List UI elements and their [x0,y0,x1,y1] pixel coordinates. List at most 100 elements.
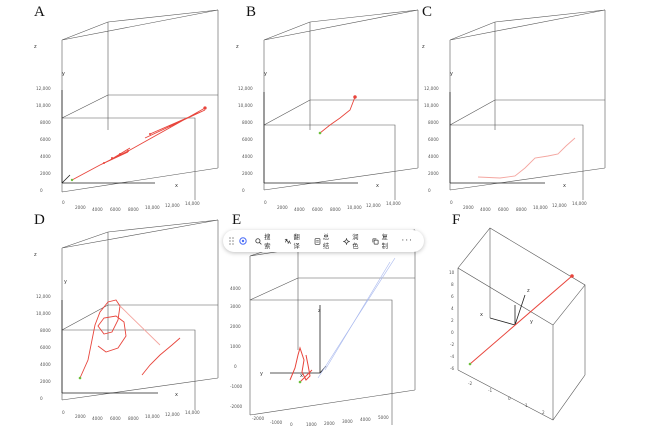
tick-label: 12,000 [165,203,180,208]
panel-c-z-ticks: 0 2000 4000 6000 8000 10,000 12,000 [424,86,439,193]
panel-a-z-ticks: 0 2000 4000 6000 8000 10,000 12,000 [36,86,51,193]
more-options-button[interactable]: ··· [398,233,416,249]
tick-label: 0 [40,188,43,193]
tick-label: 6000 [110,416,121,421]
tick-label: 0 [451,330,454,335]
axis-label-z: z [236,44,239,50]
axis-label-z: z [318,308,321,314]
panel-e-x-ticks: -2000 -1000 0 1000 2000 3000 4000 5000 [252,415,389,427]
tick-label: 10,000 [145,205,160,210]
panel-b-x-ticks: 0 2000 4000 6000 8000 10,000 12,000 14,0… [264,200,401,212]
tick-label: 8000 [242,120,253,125]
tick-label: 8000 [40,120,51,125]
tick-label: 8000 [428,120,439,125]
panel-d-axes [61,300,158,394]
polish-button[interactable]: 润色 [340,233,367,250]
tick-label: -1000 [230,384,243,389]
tick-label: 6 [451,294,454,299]
axis-label-z: z [422,44,425,50]
tick-label: -2000 [252,416,265,421]
tick-label: 1 [525,403,528,408]
tick-label: 8000 [330,207,341,212]
tick-label: 4000 [230,286,241,291]
tick-label: 6000 [312,207,323,212]
panel-f [457,227,586,421]
tick-label: -6 [450,366,455,371]
tick-label: 2000 [40,171,51,176]
tick-label: 6000 [242,137,253,142]
translate-button[interactable]: 翻译 [281,233,308,250]
tick-label: 3000 [230,304,241,309]
tick-label: -2 [468,381,473,386]
tick-label: 12,000 [238,86,253,91]
panel-b-axes [263,92,358,184]
panel-label-c: C [422,4,433,20]
panel-d-trajectory [78,299,181,380]
tick-label: 2000 [242,171,253,176]
tick-label: 6000 [498,207,509,212]
more-icon: ··· [401,236,413,246]
tick-label: 10 [449,270,455,275]
search-label: 搜索 [264,234,271,250]
panel-label-a: A [34,4,45,20]
tick-label: 6000 [40,137,51,142]
panel-d [61,219,219,410]
tick-label: 6000 [40,345,51,350]
tick-label: 2 [451,318,454,323]
tick-label: -2000 [230,404,243,409]
tick-label: 4000 [360,417,371,422]
tick-label: 4000 [92,207,103,212]
tick-label: 2000 [75,205,86,210]
tick-label: -1000 [270,420,283,425]
tick-label: 4000 [92,416,103,421]
panel-e-z-ticks: -2000 -1000 0 1000 2000 3000 4000 [230,286,243,409]
panel-d-x-ticks: 0 2000 4000 6000 8000 10,000 12,000 14,0… [62,410,200,421]
tick-label: 0 [450,200,453,205]
tick-label: 8000 [128,207,139,212]
translate-label: 翻译 [293,234,300,250]
copy-label: 复制 [381,234,388,250]
panel-b-trajectory [318,95,357,135]
tick-label: 5000 [378,415,389,420]
panel-a-x-ticks: 0 2000 4000 6000 8000 10,000 12,000 14,0… [62,200,200,212]
tick-label: 8000 [516,207,527,212]
assistant-logo-icon[interactable] [238,237,247,245]
tick-label: 0 [234,364,237,369]
axis-label-y: y [450,71,453,77]
tick-label: 0 [264,200,267,205]
sparkle-icon [342,237,351,245]
tick-label: -4 [450,354,455,359]
tick-label: 12,000 [165,412,180,417]
panel-label-f: F [452,212,461,228]
tick-label: 2000 [428,171,439,176]
tick-label: 10,000 [424,103,439,108]
tick-label: 0 [290,422,293,427]
tick-label: -1 [488,388,493,393]
tick-label: 0 [242,188,245,193]
copy-button[interactable]: 复制 [369,233,396,250]
tick-label: 0 [62,410,65,415]
panel-f-trajectory [468,274,574,366]
tick-label: 2000 [277,205,288,210]
copy-icon [372,237,380,245]
tick-label: 12,000 [36,86,51,91]
tick-label: 4000 [294,207,305,212]
tick-label: 4000 [40,362,51,367]
drag-handle[interactable] [229,235,235,247]
panel-f-x-ticks: -2 -1 0 1 2 [468,381,545,415]
tick-label: 0 [508,396,511,401]
panel-d-z-ticks: 0 2000 4000 6000 8000 10,000 12,000 [36,294,51,401]
tick-label: 4 [451,306,454,311]
tick-label: 2000 [40,379,51,384]
tick-label: 1000 [230,344,241,349]
summary-button[interactable]: 总结 [310,233,337,250]
search-button[interactable]: 搜索 [252,233,279,250]
tick-label: 0 [428,188,431,193]
tick-label: 3000 [342,419,353,424]
axis-label-x: x [480,312,483,318]
axis-label-x: x [376,183,379,189]
axis-label-z: z [527,288,530,294]
panel-b [263,9,419,200]
document-icon [313,237,321,245]
